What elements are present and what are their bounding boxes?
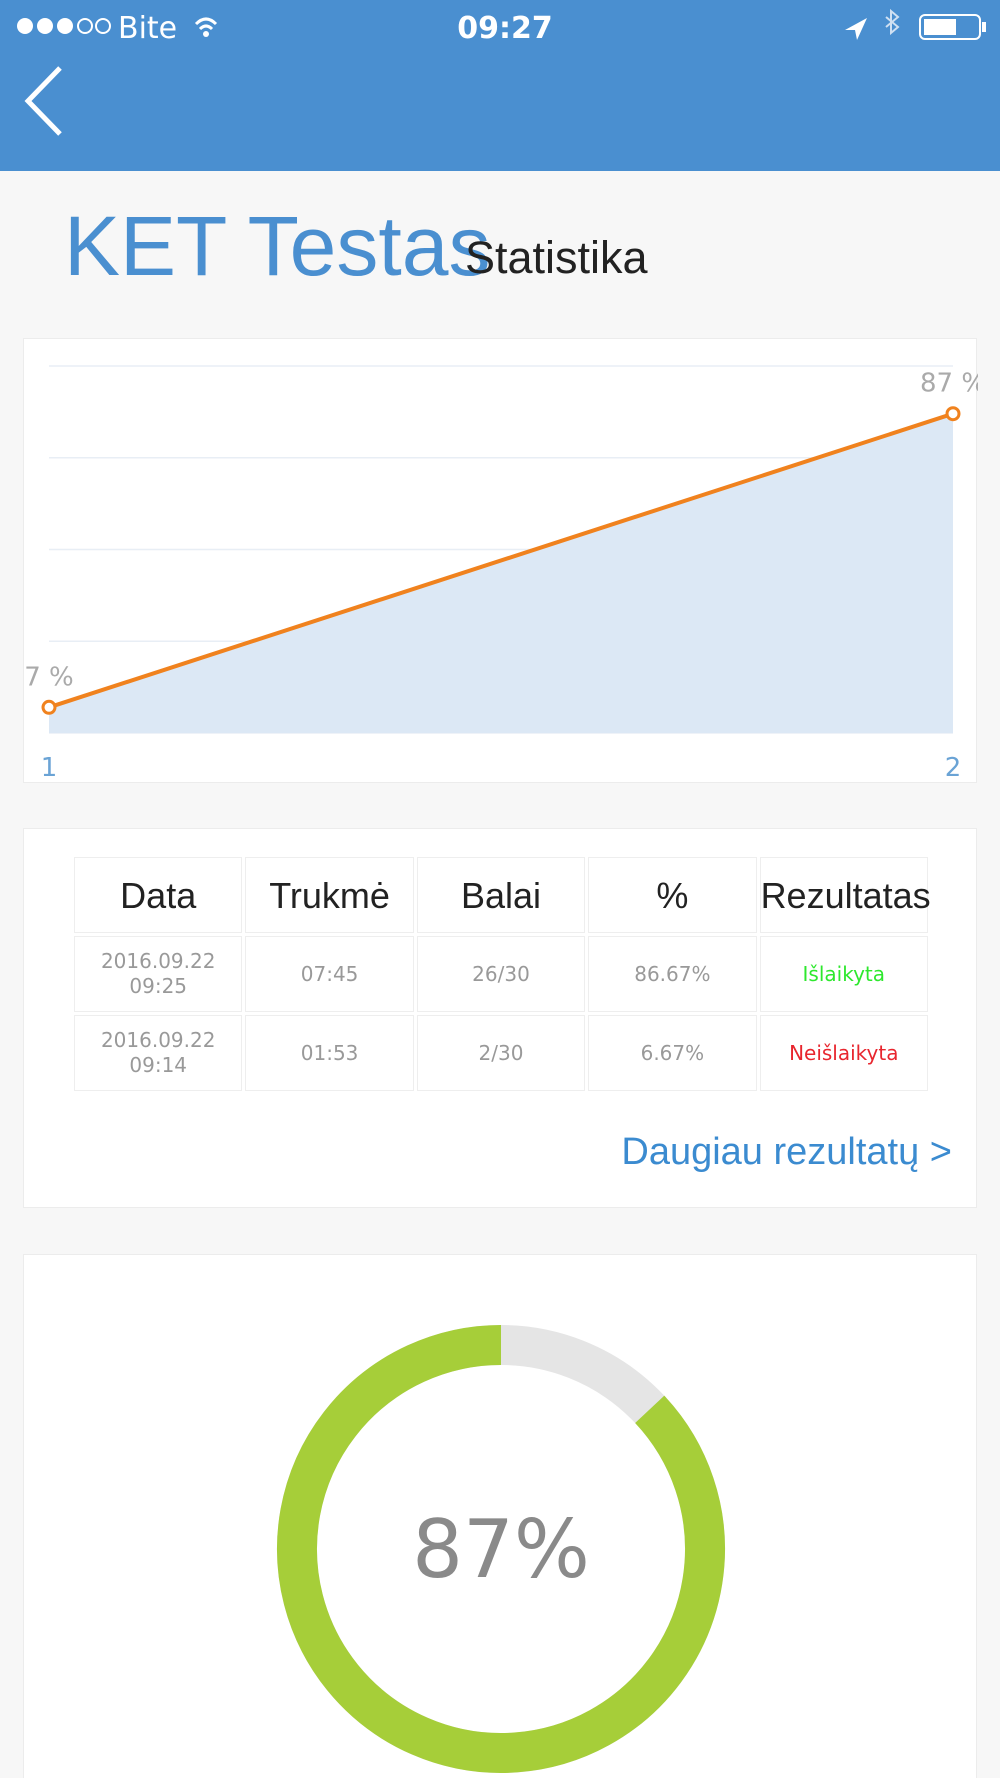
nav-bar: Bite 09:27: [0, 0, 1000, 171]
value-label: 7 %: [24, 662, 74, 692]
more-results-link[interactable]: Daugiau rezultatų >: [621, 1131, 952, 1173]
clock: 09:27: [457, 11, 553, 46]
donut-label: 87%: [412, 1503, 590, 1596]
table-cell: 2/30: [416, 1015, 586, 1091]
area: [49, 413, 953, 733]
status-icons: Bite 09:27: [17, 8, 986, 136]
x-tick-label: 2: [945, 753, 962, 783]
table-cell: 6.67%: [588, 1015, 757, 1091]
table-row: 2016.09.22 09:14 01:53 2/30 6.67% Neišlaikyt…: [74, 1015, 928, 1091]
table-row: 2016.09.22 09:25 07:45 26/30 86.67% Išlaikyt…: [74, 936, 928, 1012]
donut-chart: 87%: [276, 1324, 725, 1773]
page-title: KET Testas: [64, 199, 491, 293]
line: [48, 411, 954, 710]
column-header: Balai: [416, 857, 586, 933]
x-tick-label: 1: [41, 753, 58, 783]
value-label: 87 %: [920, 369, 978, 399]
point: [945, 406, 961, 422]
donut-arc: [276, 1324, 725, 1773]
table-cell: 2016.09.22 09:14: [74, 1015, 243, 1091]
column-header: Trukmė: [245, 857, 414, 933]
column-header: Data: [74, 857, 243, 933]
back-button[interactable]: [24, 66, 62, 136]
page-subtitle: Statistika: [465, 232, 648, 283]
line-chart: 7 % 1 87 % 2: [24, 365, 986, 783]
table-cell: 07:45: [245, 936, 414, 1012]
column-header: %: [588, 857, 757, 933]
results-card: Data Trukmė Balai% Rezultatas 2016.09.22 09…: [23, 828, 977, 1208]
carrier: Bite: [118, 11, 177, 46]
results-table: Data Trukmė Balai% Rezultatas 2016.09.22 09…: [71, 854, 931, 1094]
table-cell: 26/30: [416, 936, 586, 1012]
line-chart-card: 7 % 1 87 % 2: [23, 338, 986, 783]
table-cell: Neišlaikyta: [759, 1015, 928, 1091]
donut-card: 87%: [23, 1254, 977, 1778]
column-header: Rezultatas: [759, 857, 931, 933]
table-cell: 2016.09.22 09:25: [74, 936, 243, 1012]
point: [41, 699, 57, 715]
table-cell: Išlaikyta: [759, 936, 928, 1012]
table-cell: 86.67%: [588, 936, 757, 1012]
table-cell: 01:53: [245, 1015, 414, 1091]
